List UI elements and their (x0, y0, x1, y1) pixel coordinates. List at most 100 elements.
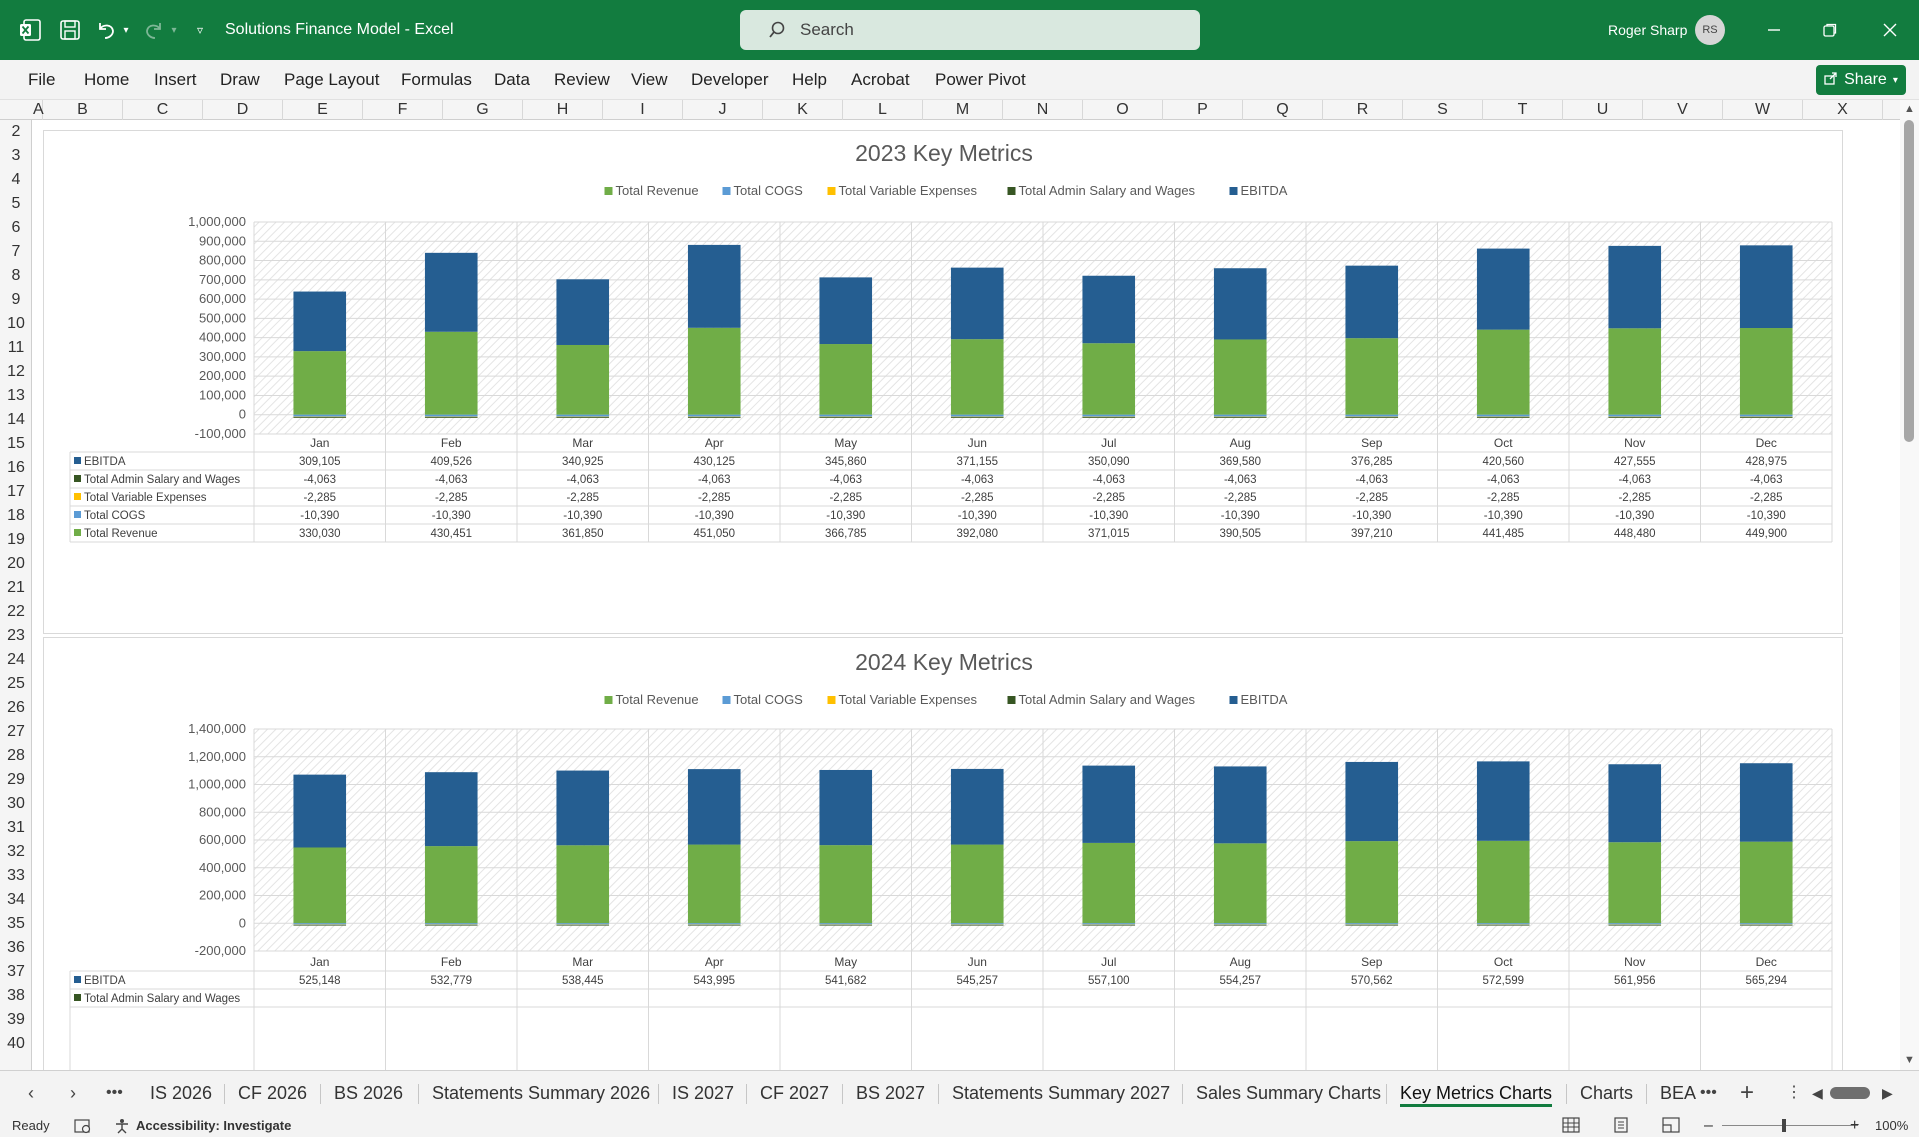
row-header-34[interactable]: 34 (7, 891, 25, 908)
tab-page-layout[interactable]: Page Layout (284, 70, 380, 89)
tab-formulas[interactable]: Formulas (401, 70, 472, 89)
sheet-tab-bs-2026[interactable]: BS 2026 (334, 1071, 403, 1115)
row-header-10[interactable]: 10 (7, 315, 25, 332)
row-header-8[interactable]: 8 (11, 267, 21, 284)
row-header-32[interactable]: 32 (7, 843, 25, 860)
sheet-tab-charts[interactable]: Charts (1580, 1071, 1633, 1115)
accessibility-status[interactable]: Accessibility: Investigate (136, 1118, 292, 1133)
normal-view-icon[interactable] (1562, 1117, 1580, 1137)
chart-2024-key-metrics[interactable]: 2024 Key Metrics Total Revenue Total COGS T… (43, 637, 1843, 1070)
column-header-l[interactable]: L (843, 100, 923, 120)
undo-dropdown-icon[interactable]: ▾ (123, 24, 129, 36)
tab-developer[interactable]: Developer (691, 70, 769, 89)
tab-help[interactable]: Help (792, 70, 827, 89)
restore-icon[interactable] (1818, 18, 1842, 42)
column-header-f[interactable]: F (363, 100, 443, 120)
add-sheet-icon[interactable]: + (1740, 1079, 1755, 1106)
column-header-j[interactable]: J (683, 100, 763, 120)
column-header-q[interactable]: Q (1243, 100, 1323, 120)
minimize-icon[interactable] (1762, 18, 1786, 42)
row-header-19[interactable]: 19 (7, 531, 25, 548)
column-header-a[interactable]: A (33, 100, 44, 120)
row-header-37[interactable]: 37 (7, 963, 25, 980)
row-header-3[interactable]: 3 (11, 147, 21, 164)
tab-power-pivot[interactable]: Power Pivot (935, 70, 1026, 89)
scroll-down-icon[interactable]: ▼ (1904, 1054, 1915, 1066)
avatar[interactable]: RS (1695, 15, 1725, 45)
column-header-g[interactable]: G (443, 100, 523, 120)
sheet-tab-cf-2027[interactable]: CF 2027 (760, 1071, 829, 1115)
row-header-40[interactable]: 40 (7, 1035, 25, 1052)
zoom-level[interactable]: 100% (1875, 1118, 1909, 1133)
column-header-m[interactable]: M (923, 100, 1003, 120)
column-header-c[interactable]: C (123, 100, 203, 120)
row-header-26[interactable]: 26 (7, 699, 25, 716)
row-header-13[interactable]: 13 (7, 387, 25, 404)
row-header-12[interactable]: 12 (7, 363, 25, 380)
close-icon[interactable] (1878, 18, 1902, 42)
sheet-options-icon[interactable]: ⋮ (1786, 1084, 1802, 1101)
column-header-h[interactable]: H (523, 100, 603, 120)
column-header-k[interactable]: K (763, 100, 843, 120)
save-icon[interactable] (58, 18, 82, 42)
column-header-n[interactable]: N (1003, 100, 1083, 120)
column-header-r[interactable]: R (1323, 100, 1403, 120)
search-box[interactable]: Search (740, 10, 1200, 50)
sheet-tab-cf-2026[interactable]: CF 2026 (238, 1071, 307, 1115)
row-header-9[interactable]: 9 (11, 291, 21, 308)
row-header-15[interactable]: 15 (7, 435, 25, 452)
column-header-u[interactable]: U (1563, 100, 1643, 120)
column-header-t[interactable]: T (1483, 100, 1563, 120)
accessibility-icon[interactable] (114, 1118, 130, 1134)
row-header-23[interactable]: 23 (7, 627, 25, 644)
tab-acrobat[interactable]: Acrobat (851, 70, 910, 89)
row-header-11[interactable]: 11 (7, 339, 25, 356)
row-header-4[interactable]: 4 (11, 171, 21, 188)
sheet-tab-sales-summary-charts[interactable]: Sales Summary Charts (1196, 1071, 1381, 1115)
hscroll-left-icon[interactable]: ◀ (1812, 1085, 1823, 1101)
row-header-28[interactable]: 28 (7, 747, 25, 764)
hscroll-right-icon[interactable]: ▶ (1882, 1085, 1893, 1101)
vertical-scrollbar[interactable]: ▲ ▼ (1900, 100, 1919, 1070)
column-header-o[interactable]: O (1083, 100, 1163, 120)
sheet-prev-icon[interactable]: ‹ (28, 1083, 34, 1103)
row-header-24[interactable]: 24 (7, 651, 25, 668)
tab-home[interactable]: Home (84, 70, 130, 89)
row-header-7[interactable]: 7 (11, 243, 21, 260)
row-header-20[interactable]: 20 (7, 555, 25, 572)
sheet-more-right-icon[interactable]: ••• (1700, 1084, 1717, 1101)
sheet-tab-statements-summary-2027[interactable]: Statements Summary 2027 (952, 1071, 1170, 1115)
row-header-2[interactable]: 2 (11, 123, 21, 140)
macro-record-icon[interactable] (74, 1118, 92, 1134)
scroll-up-icon[interactable]: ▲ (1904, 103, 1915, 115)
row-header-18[interactable]: 18 (7, 507, 25, 524)
column-header-p[interactable]: P (1163, 100, 1243, 120)
row-header-35[interactable]: 35 (7, 915, 25, 932)
zoom-out-icon[interactable]: – (1704, 1117, 1713, 1134)
sheet-next-icon[interactable]: › (70, 1083, 76, 1103)
vertical-scroll-thumb[interactable] (1904, 120, 1914, 442)
zoom-in-icon[interactable]: + (1850, 1117, 1860, 1134)
column-header-i[interactable]: I (603, 100, 683, 120)
page-layout-view-icon[interactable] (1612, 1117, 1630, 1137)
row-header-16[interactable]: 16 (7, 459, 25, 476)
worksheet-grid[interactable]: 2023 Key Metrics Total Revenue Total COGS T… (33, 120, 1899, 1070)
sheet-more-icon[interactable]: ••• (106, 1084, 123, 1101)
share-button[interactable]: Share ▾ (1816, 65, 1906, 95)
sheet-tab-is-2026[interactable]: IS 2026 (150, 1071, 212, 1115)
page-break-view-icon[interactable] (1662, 1117, 1680, 1137)
row-header-39[interactable]: 39 (7, 1011, 25, 1028)
column-header-s[interactable]: S (1403, 100, 1483, 120)
row-header-6[interactable]: 6 (11, 219, 21, 236)
row-header-29[interactable]: 29 (7, 771, 25, 788)
row-header-17[interactable]: 17 (7, 483, 25, 500)
tab-insert[interactable]: Insert (154, 70, 197, 89)
column-header-e[interactable]: E (283, 100, 363, 120)
row-header-27[interactable]: 27 (7, 723, 25, 740)
row-header-22[interactable]: 22 (7, 603, 25, 620)
sheet-tab-key-metrics-charts[interactable]: Key Metrics Charts (1400, 1071, 1553, 1115)
undo-icon[interactable] (94, 18, 118, 42)
column-header-v[interactable]: V (1643, 100, 1723, 120)
column-header-d[interactable]: D (203, 100, 283, 120)
sheet-tab-statements-summary-2026[interactable]: Statements Summary 2026 (432, 1071, 650, 1115)
